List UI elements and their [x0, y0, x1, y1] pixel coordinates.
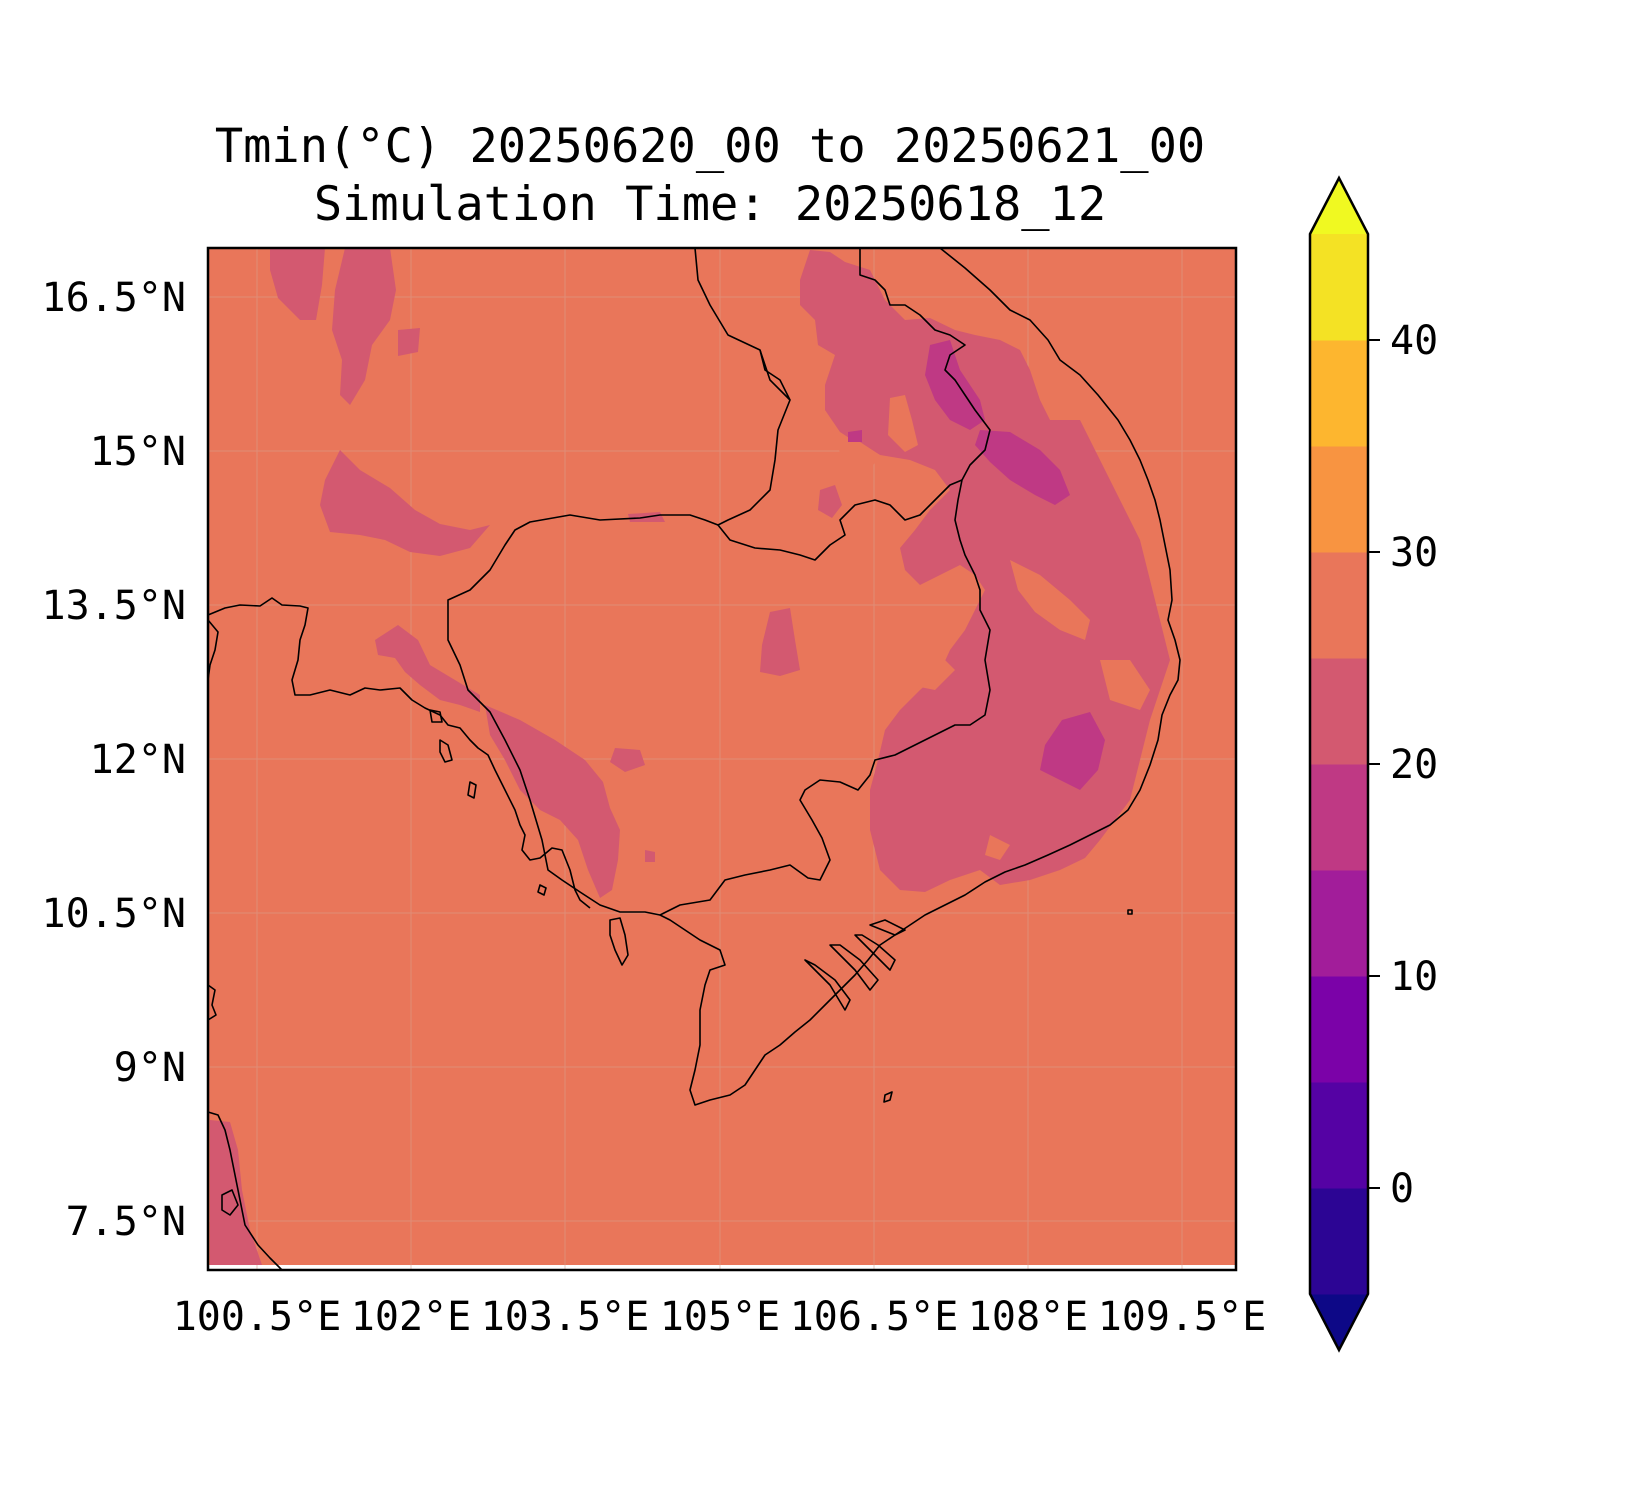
lat-label: 15°N [90, 429, 186, 475]
island [883, 1091, 893, 1103]
delta-channel [829, 944, 879, 991]
map-edge-strip [208, 1265, 1236, 1271]
colorbar-segment [1310, 764, 1368, 871]
colorbar-ticks: 0 10 20 30 40 [1368, 318, 1438, 1212]
lat-label: 10.5°N [42, 891, 187, 937]
contour-patch [398, 328, 420, 356]
lon-label: 106.5°E [790, 1294, 959, 1340]
contour-patch [888, 395, 918, 452]
lat-label: 9°N [114, 1045, 186, 1091]
colorbar-segment [1310, 234, 1368, 341]
lon-label: 105°E [660, 1294, 780, 1340]
colorbar-over-triangle [1310, 178, 1368, 234]
lon-label: 102°E [351, 1294, 471, 1340]
colorbar-segment [1310, 1188, 1368, 1295]
colorbar: 0 10 20 30 40 [1308, 175, 1438, 1353]
contour-patch [848, 430, 862, 442]
lat-label: 12°N [90, 737, 186, 783]
delta-channel [869, 919, 906, 936]
contour-patch [485, 705, 620, 898]
contour-patch [905, 650, 955, 690]
lon-label: 109.5°E [1098, 1294, 1267, 1340]
colorbar-tick-label: 20 [1390, 742, 1438, 788]
island [609, 917, 629, 966]
island [467, 781, 477, 799]
colorbar-tick-label: 40 [1390, 318, 1438, 364]
colorbar-segment [1310, 870, 1368, 977]
colorbar-tick-label: 0 [1390, 1166, 1414, 1212]
colorbar-segment [1310, 976, 1368, 1083]
contour-patch [818, 485, 842, 518]
colorbar-under-triangle [1310, 1294, 1368, 1350]
lat-label: 13.5°N [42, 583, 187, 629]
contour-patch [210, 1120, 262, 1265]
colorbar-segment [1310, 1082, 1368, 1189]
contour-patch [645, 850, 655, 862]
thailand-coast [207, 597, 591, 909]
contour-patch [985, 835, 1010, 860]
contour-patch [925, 340, 985, 430]
contour-15-20 [848, 340, 1105, 790]
lon-axis: 100.5°E 102°E 103.5°E 105°E 106.5°E 108°… [173, 1294, 1267, 1340]
island [221, 1189, 239, 1216]
contour-patch [975, 430, 1070, 505]
map-title: Tmin(°C) 20250620_00 to 20250621_00 Simu… [90, 118, 1330, 234]
delta-channel [854, 934, 896, 971]
contour-patch [332, 248, 396, 405]
lat-axis: 16.5°N 15°N 13.5°N 12°N 10.5°N 9°N 7.5°N [42, 275, 187, 1245]
colorbar-tick-label: 30 [1390, 530, 1438, 576]
lon-label: 108°E [968, 1294, 1088, 1340]
contour-patch [610, 748, 645, 772]
country-borders [447, 247, 991, 916]
title-line-1: Tmin(°C) 20250620_00 to 20250621_00 [214, 119, 1206, 174]
vietnam-coast [659, 247, 1181, 1106]
coast-segment [207, 984, 217, 1021]
contour-patch [1040, 712, 1105, 790]
contour-patch [760, 608, 800, 676]
contour-patch [320, 450, 490, 556]
colorbar-segment [1310, 340, 1368, 447]
island [429, 709, 443, 723]
contour-25-30-inner [835, 395, 1150, 860]
colorbar-segment [1310, 552, 1368, 659]
contour-patch [375, 625, 480, 712]
colorbar-segment [1310, 446, 1368, 553]
coastlines-borders [207, 247, 1181, 1271]
colorbar-outline [1308, 175, 1370, 1353]
contour-patch [270, 248, 325, 320]
map-frame [206, 246, 1238, 1272]
lat-label: 16.5°N [42, 275, 187, 321]
border-segment [759, 349, 791, 401]
coast-segment [207, 619, 219, 681]
title-line-2: Simulation Time: 20250618_12 [313, 177, 1107, 232]
lon-label: 103.5°E [481, 1294, 650, 1340]
contour-patch [835, 440, 880, 470]
contour-patch [1100, 660, 1150, 710]
lat-label: 7.5°N [66, 1199, 186, 1245]
island [537, 884, 547, 896]
island [439, 739, 453, 763]
contour-patch [1010, 560, 1090, 640]
colorbar-segments [1308, 175, 1370, 1353]
laos-cambodia-border [717, 479, 963, 561]
colorbar-tick-label: 10 [1390, 954, 1438, 1000]
colorbar-segment [1310, 658, 1368, 765]
delta-channel [804, 959, 851, 1011]
lon-label: 100.5°E [173, 1294, 342, 1340]
island [1127, 909, 1133, 915]
peninsula-coast [207, 1111, 283, 1271]
